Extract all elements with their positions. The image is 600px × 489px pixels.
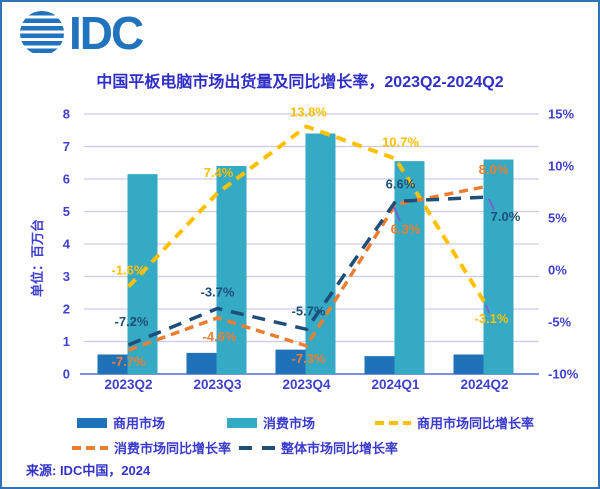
data-label-consumer-yoy-2023Q2: -7.7% (112, 354, 146, 369)
legend-item: 商用市场同比增长率 (375, 413, 534, 432)
leader-line (488, 198, 495, 211)
legend-label: 整体市场同比增长率 (281, 441, 399, 456)
label-leader-lines (393, 198, 495, 314)
data-label-consumer-yoy-2024Q1: 6.3% (391, 221, 421, 236)
legend-row-2: 消费市场同比增长率 整体市场同比增长率 (2, 435, 598, 460)
bar-consumer-2024Q1 (394, 161, 425, 374)
data-label-overall-yoy-2024Q1: 6.6% (386, 176, 416, 191)
idc-globe-icon (20, 11, 64, 55)
bar-consumer-2023Q4 (305, 133, 336, 374)
left-axis-tick: 7 (63, 139, 70, 154)
data-label-commercial-yoy-2023Q3: 7.4% (204, 165, 234, 180)
labels-consumer-yoy: -7.7% -4.6% -7.3% 6.3% 8.0% (112, 162, 509, 369)
legend-label: 商用市场 (113, 416, 166, 431)
legend-dash-swatch (239, 445, 276, 450)
x-axis-label-2024Q2: 2024Q2 (460, 377, 508, 392)
data-label-overall-yoy-2023Q4: -5.7% (292, 303, 326, 318)
left-axis-tick: 3 (63, 269, 70, 284)
left-axis: 0 1 2 3 4 5 6 7 8 单位：百万台 (30, 107, 71, 382)
leader-line (485, 304, 490, 314)
left-axis-tick: 6 (63, 172, 70, 187)
data-label-commercial-yoy-2023Q2: -1.6% (112, 263, 146, 278)
right-axis: 15% 10% 5% 0% -5% -10% (548, 107, 579, 382)
right-axis-tick: 15% (548, 107, 574, 122)
data-label-consumer-yoy-2023Q4: -7.3% (292, 351, 326, 366)
data-label-commercial-yoy-2024Q2: -3.1% (475, 311, 509, 326)
legend-label: 消费市场 (263, 416, 316, 431)
left-axis-tick: 4 (63, 237, 71, 252)
legend-item: 商用市场 (77, 413, 165, 432)
left-axis-tick: 2 (63, 302, 70, 317)
bar-consumer-2024Q2 (483, 159, 514, 374)
source-note: 来源: IDC中国，2024 (26, 463, 151, 478)
bar-commercial-2024Q2 (453, 354, 484, 374)
x-axis-label-2023Q2: 2023Q2 (104, 377, 152, 392)
bar-commercial-2023Q3 (186, 352, 217, 374)
left-axis-tick: 0 (63, 367, 70, 382)
right-axis-tick: -5% (548, 315, 572, 330)
legend-dash-swatch (375, 420, 412, 425)
data-label-overall-yoy-2024Q2: 7.0% (491, 209, 521, 224)
legend-label: 消费市场同比增长率 (114, 441, 232, 456)
left-axis-tick: 5 (63, 204, 70, 219)
right-axis-tick: 0% (548, 263, 567, 278)
line-path-overall-yoy (127, 195, 485, 347)
legend-item: 消费市场同比增长率 (72, 438, 231, 457)
right-axis-tick: 10% (548, 159, 574, 174)
chart-title: 中国平板电脑市场出货量及同比增长率，2023Q2-2024Q2 (96, 74, 504, 91)
line-path-consumer-yoy (127, 185, 485, 352)
legend-label: 商用市场同比增长率 (417, 416, 535, 431)
line-overall-yoy (127, 195, 485, 347)
x-axis-label-2023Q3: 2023Q3 (193, 377, 242, 392)
line-path-commercial-yoy (127, 124, 487, 304)
legend-item: 消费市场 (227, 413, 315, 432)
legend-bar-swatch (77, 417, 107, 428)
data-label-overall-yoy-2023Q2: -7.2% (115, 314, 149, 329)
line-commercial-yoy (127, 124, 487, 304)
bar-consumer-2023Q3 (216, 166, 247, 374)
x-axis-label-2023Q4: 2023Q4 (282, 377, 331, 392)
line-consumer-yoy (127, 185, 485, 352)
data-label-consumer-yoy-2023Q3: -4.6% (203, 329, 237, 344)
left-axis-tick: 1 (63, 334, 70, 349)
right-axis-tick: 5% (548, 211, 567, 226)
labels-overall-yoy: -7.2% -3.7% -5.7% 6.6% 7.0% (115, 176, 521, 329)
legend-row-1: 商用市场 消费市场 商用市场同比增长率 (2, 410, 598, 435)
chart-legend: 商用市场 消费市场 商用市场同比增长率消费市场同比增长率 整体市场同比增长率 (2, 410, 598, 460)
data-label-commercial-yoy-2024Q1: 10.7% (382, 135, 419, 150)
bars-consumer (127, 133, 514, 374)
bar-commercial-2023Q2 (97, 354, 128, 374)
x-axis-label-2024Q1: 2024Q1 (371, 377, 420, 392)
data-label-consumer-yoy-2024Q2: 8.0% (479, 162, 509, 177)
bar-commercial-2023Q4 (275, 349, 306, 374)
x-axis-labels: 2023Q2 2023Q3 2023Q4 2024Q1 2024Q2 (104, 377, 508, 392)
leader-line (393, 206, 401, 222)
bar-commercial-2024Q1 (364, 356, 395, 374)
right-axis-tick: -10% (548, 367, 579, 382)
data-label-overall-yoy-2023Q3: -3.7% (201, 284, 235, 299)
labels-commercial-yoy: -1.6% 7.4% 13.8% 10.7% -3.1% (112, 104, 509, 326)
left-axis-title: 单位：百万台 (30, 219, 45, 297)
legend-bar-swatch (227, 417, 258, 428)
left-axis-tick: 8 (63, 107, 70, 122)
legend-item: 整体市场同比增长率 (239, 438, 398, 457)
idc-logo-text: IDC (69, 7, 144, 59)
idc-logo: IDC (20, 7, 144, 59)
data-label-commercial-yoy-2023Q4: 13.8% (290, 104, 327, 119)
bars-commercial (97, 349, 484, 374)
legend-dash-swatch (72, 445, 108, 450)
